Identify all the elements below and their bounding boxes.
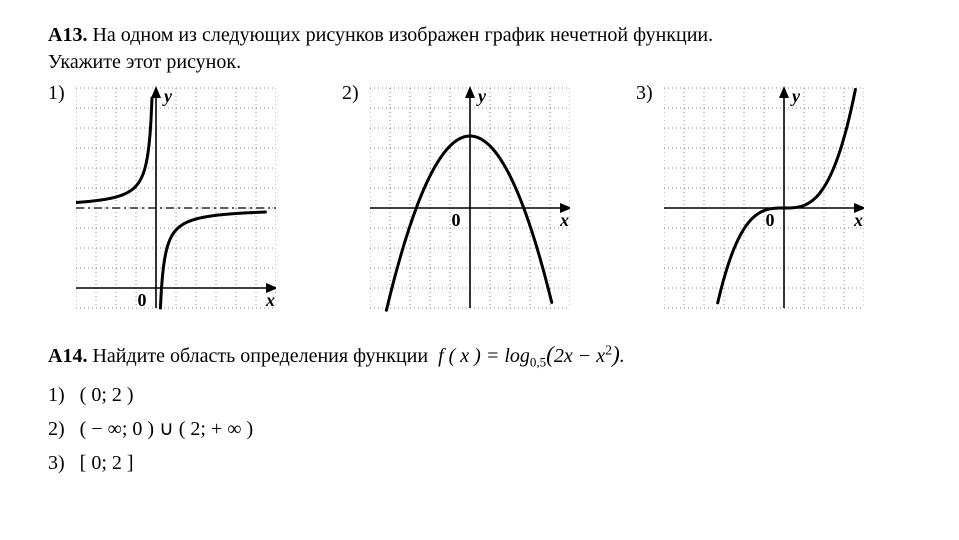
svg-text:x: x: [559, 210, 569, 230]
a14-arg1: 2x: [554, 345, 573, 367]
svg-text:y: y: [162, 86, 173, 106]
svg-text:0: 0: [766, 210, 775, 230]
a13-plot3: y x 0: [664, 82, 864, 314]
svg-text:0: 0: [138, 290, 147, 310]
a13-plot1: y x 0: [76, 82, 276, 314]
a14-formula: f ( x ) = log0,5(2x − x2).: [438, 342, 625, 371]
a14-ans1-body: ( 0; 2 ): [80, 384, 134, 406]
a14-ans2: 2) ( − ∞; 0 ) ∪ ( 2; + ∞ ): [48, 413, 911, 445]
a14-ans2-num: 2): [48, 418, 65, 440]
a14-ans3-num: 3): [48, 452, 65, 474]
a14-x: x: [596, 345, 605, 367]
a14-answers: 1) ( 0; 2 ) 2) ( − ∞; 0 ) ∪ ( 2; + ∞ ) 3…: [48, 379, 911, 479]
a14-body: Найдите область определения функции: [92, 345, 428, 368]
a14-log: log: [504, 345, 530, 367]
page: А13. На одном из следующих рисунков изоб…: [0, 0, 959, 540]
a14-text: А14. Найдите область определения функции…: [48, 342, 911, 371]
svg-text:y: y: [476, 86, 487, 106]
a13-plot2: y x 0: [370, 82, 570, 314]
a14-lhs: f ( x ) =: [438, 345, 499, 367]
a14-ans3-body: [ 0; 2 ]: [80, 452, 134, 474]
a13-figures: 1) y x 0 2) y x 0 3) y x 0: [48, 82, 911, 314]
a14-logbase: 0,5: [530, 355, 546, 370]
a13-opt2: 2): [342, 82, 370, 105]
a13-text: А13. На одном из следующих рисунков изоб…: [48, 22, 911, 76]
a14-ans3: 3) [ 0; 2 ]: [48, 447, 911, 479]
a14-ans1: 1) ( 0; 2 ): [48, 379, 911, 411]
a13-fig2-col: 2) y x 0: [342, 82, 570, 314]
a13-opt1: 1): [48, 82, 76, 105]
a14-ans1-num: 1): [48, 384, 65, 406]
a13-line2: Укажите этот рисунок.: [48, 51, 241, 73]
svg-text:x: x: [265, 290, 275, 310]
a13-label: А13.: [48, 24, 87, 46]
a14-label: А14.: [48, 345, 87, 368]
a13-opt3: 3): [636, 82, 664, 105]
a14-ans2-body: ( − ∞; 0 ) ∪ ( 2; + ∞ ): [80, 418, 253, 440]
a14-minus: −: [578, 345, 592, 367]
svg-text:0: 0: [452, 210, 461, 230]
svg-text:x: x: [853, 210, 863, 230]
a13-fig1-col: 1) y x 0: [48, 82, 276, 314]
svg-text:y: y: [790, 86, 801, 106]
a13-line1: На одном из следующих рисунков изображен…: [92, 24, 713, 46]
a13-fig3-col: 3) y x 0: [636, 82, 864, 314]
